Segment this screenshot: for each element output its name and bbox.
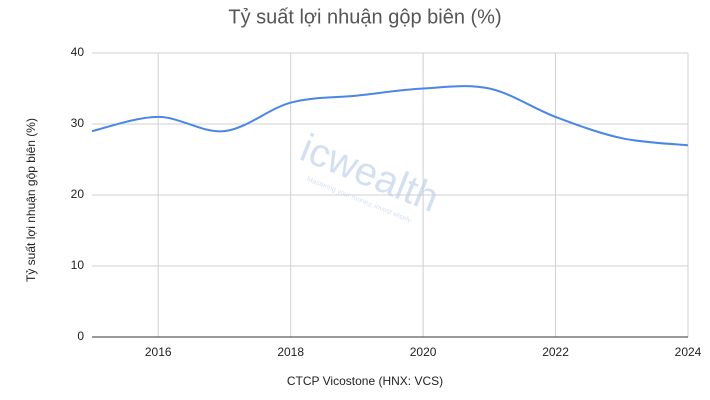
x-tick-label: 2018 <box>277 345 304 359</box>
chart-title: Tỷ suất lợi nhuận gộp biên (%) <box>228 6 501 28</box>
x-tick-label: 2016 <box>145 345 172 359</box>
x-axis-title: CTCP Vicostone (HNX: VCS) <box>287 374 443 388</box>
x-tick-label: 2024 <box>675 345 702 359</box>
y-axis-title: Tỷ suất lợi nhuận gộp biên (%) <box>24 118 38 282</box>
y-tick-label: 0 <box>77 329 84 343</box>
watermark: icwealth Mastering your money, invest wi… <box>294 126 444 225</box>
data-line <box>91 85 689 147</box>
x-tick-label: 2020 <box>410 345 437 359</box>
y-tick-label: 30 <box>71 116 85 130</box>
y-tick-label: 40 <box>71 45 85 59</box>
y-tick-label: 20 <box>71 187 85 201</box>
y-tick-label: 10 <box>71 258 85 272</box>
x-tick-label: 2022 <box>542 345 569 359</box>
